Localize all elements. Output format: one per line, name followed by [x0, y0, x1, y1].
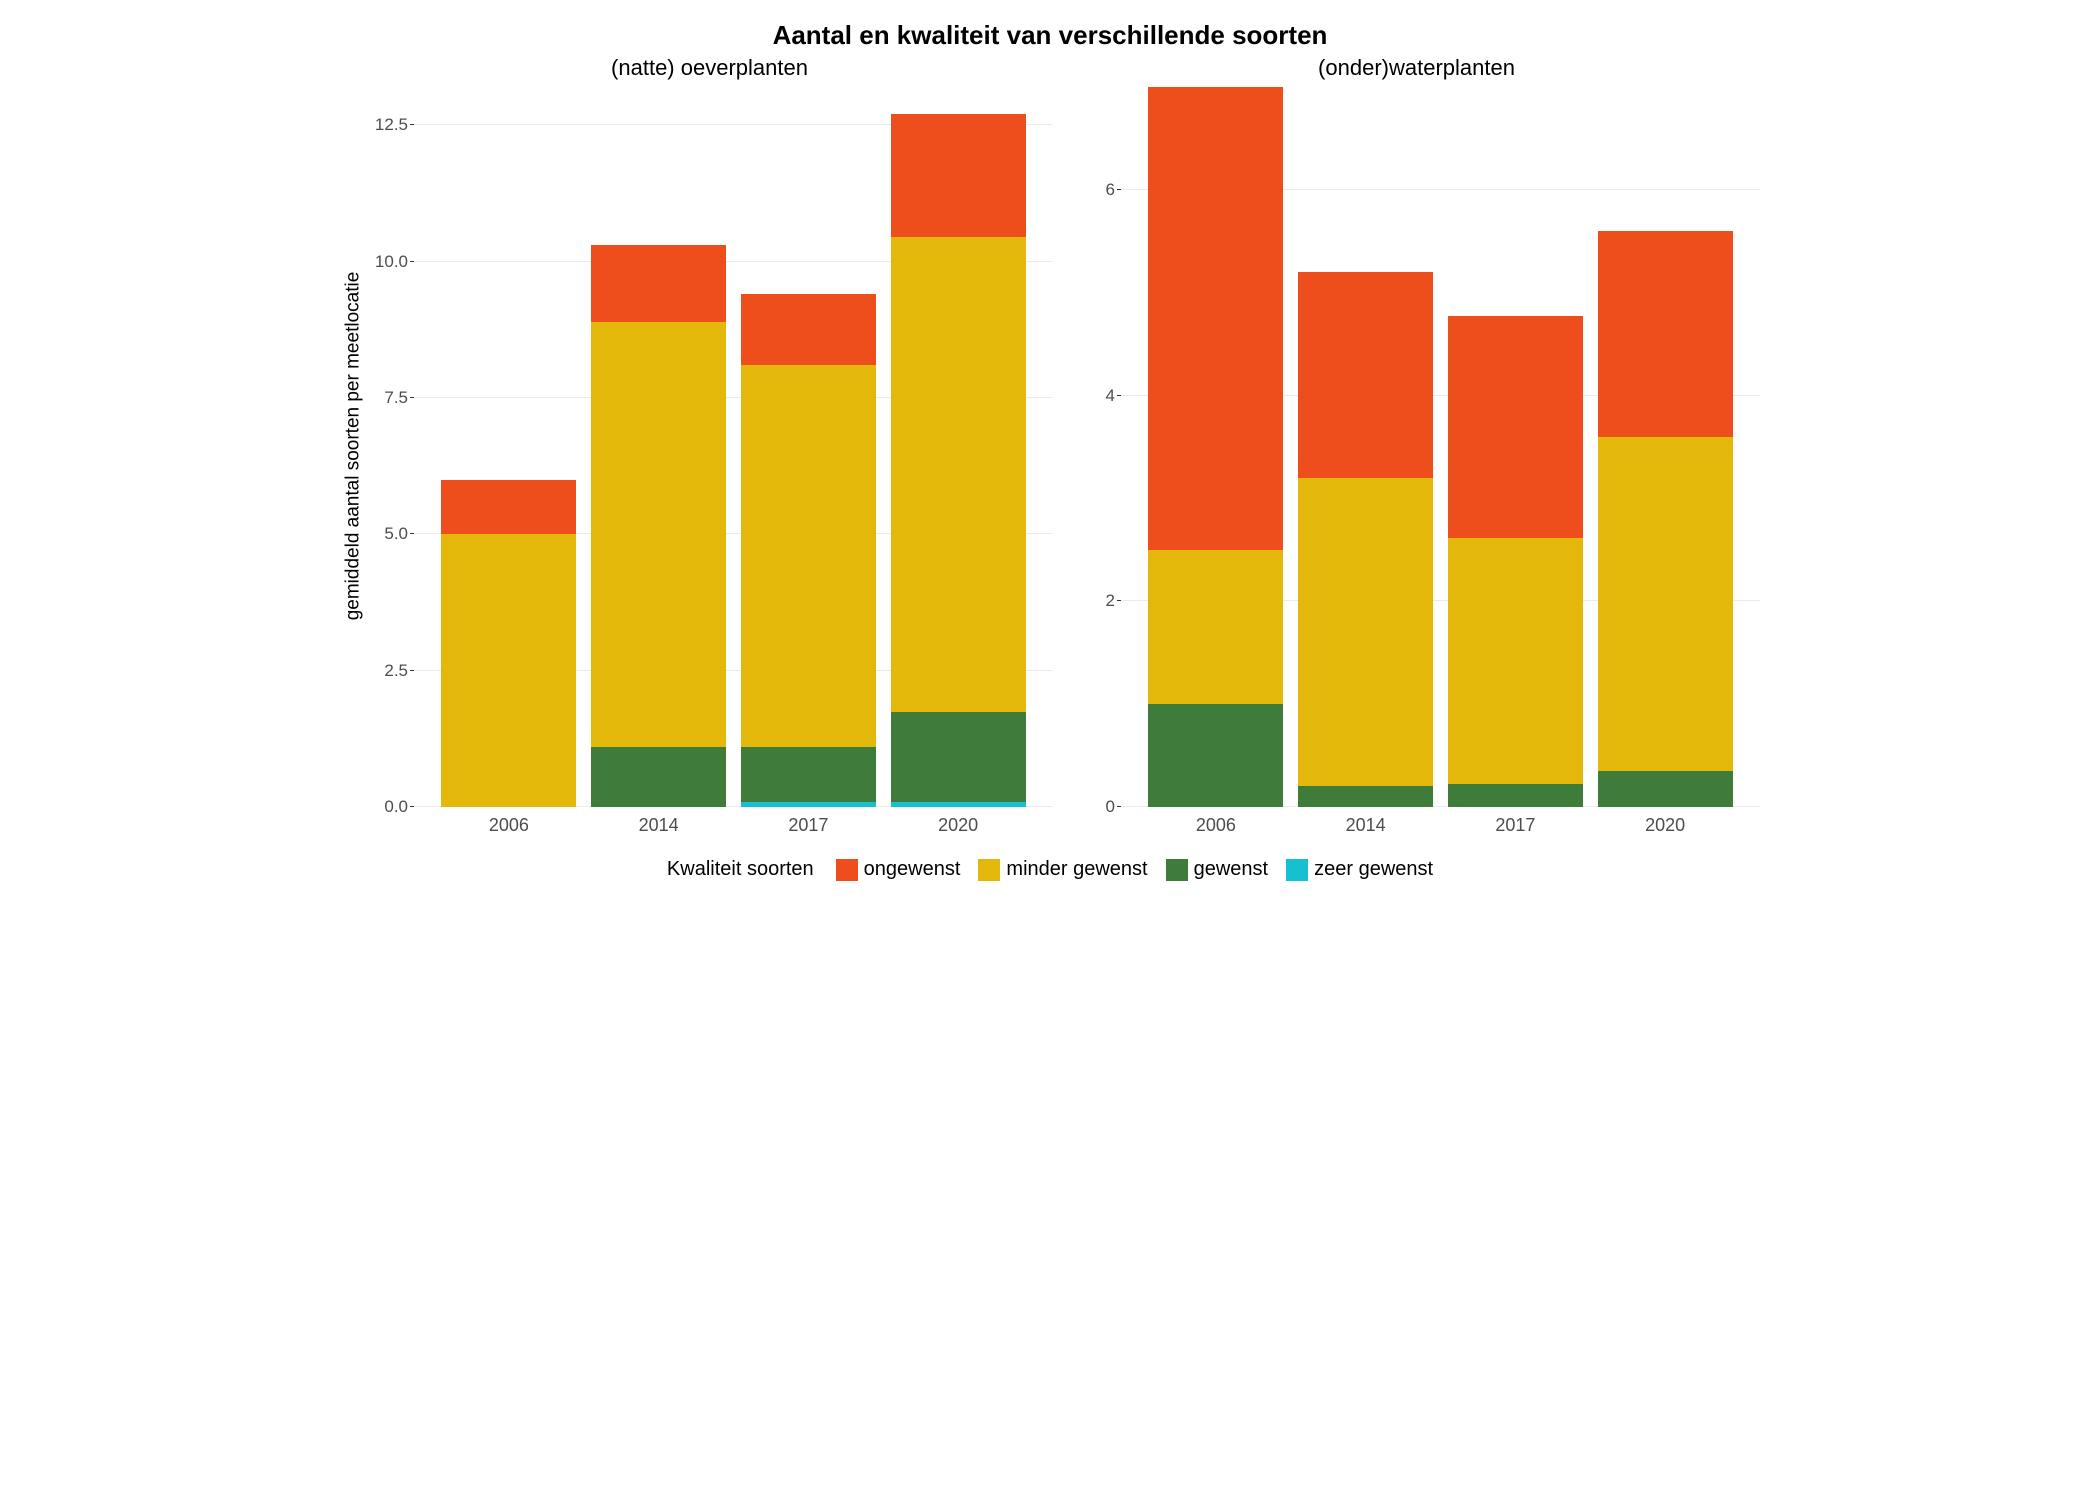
- legend-item-ongewenst: ongewenst: [836, 858, 961, 881]
- bar-slot: [1291, 87, 1441, 807]
- x-tick-label: 2020: [1590, 815, 1740, 836]
- legend-swatch-minder_gewenst: [978, 859, 1000, 881]
- legend-swatch-zeer_gewenst: [1286, 859, 1308, 881]
- legend: Kwaliteit soorten ongewenst minder gewens…: [340, 858, 1760, 881]
- y-tick-label: 4: [1106, 386, 1115, 406]
- segment-ongewenst: [1448, 316, 1583, 537]
- x-axis: 2006201420172020: [1121, 807, 1760, 836]
- x-axis: 2006201420172020: [414, 807, 1053, 836]
- bar-2014: [591, 245, 726, 807]
- segment-zeer_gewenst: [741, 802, 876, 807]
- legend-label: minder gewenst: [1006, 858, 1147, 881]
- x-tick-label: 2017: [1441, 815, 1591, 836]
- segment-gewenst: [1148, 704, 1283, 807]
- bar-2014: [1298, 272, 1433, 807]
- legend-title: Kwaliteit soorten: [667, 858, 814, 881]
- segment-minder_gewenst: [1148, 550, 1283, 704]
- segment-minder_gewenst: [591, 322, 726, 747]
- legend-label: zeer gewenst: [1314, 858, 1433, 881]
- segment-ongewenst: [741, 294, 876, 365]
- bar-slot: [584, 87, 734, 807]
- y-axis: 0246: [1073, 87, 1121, 807]
- x-tick-label: 2014: [584, 815, 734, 836]
- segment-gewenst: [1298, 786, 1433, 807]
- segment-gewenst: [891, 712, 1026, 802]
- bar-2017: [741, 294, 876, 807]
- segment-minder_gewenst: [741, 365, 876, 747]
- x-tick-label: 2006: [434, 815, 584, 836]
- plot-area: [414, 87, 1053, 807]
- bar-slot: [883, 87, 1033, 807]
- x-tick-label: 2017: [734, 815, 884, 836]
- bar-2020: [1598, 231, 1733, 807]
- segment-minder_gewenst: [891, 237, 1026, 712]
- segment-ongewenst: [1298, 272, 1433, 478]
- y-tick-label: 0.0: [384, 797, 408, 817]
- segment-minder_gewenst: [1598, 437, 1733, 771]
- segment-ongewenst: [1148, 87, 1283, 550]
- legend-label: ongewenst: [864, 858, 961, 881]
- segment-gewenst: [1448, 784, 1583, 807]
- y-tick-label: 12.5: [375, 115, 408, 135]
- x-tick-label: 2020: [883, 815, 1033, 836]
- segment-ongewenst: [891, 114, 1026, 237]
- legend-item-gewenst: gewenst: [1166, 858, 1269, 881]
- y-tick-label: 2: [1106, 591, 1115, 611]
- panel-waterplanten: (onder)waterplanten 0 2 4 6 2006201420172020: [1073, 55, 1760, 836]
- bar-2017: [1448, 316, 1583, 807]
- legend-swatch-gewenst: [1166, 859, 1188, 881]
- y-axis-label: gemiddeld aantal soorten per meetlocatie: [342, 271, 364, 620]
- segment-gewenst: [741, 747, 876, 802]
- segment-gewenst: [591, 747, 726, 807]
- bar-2006: [441, 480, 576, 807]
- legend-swatch-ongewenst: [836, 859, 858, 881]
- panels-container: (natte) oeverplanten 0.0 2.5 5.0 7.5 10.0 12.5…: [366, 55, 1760, 836]
- panel-title: (natte) oeverplanten: [366, 55, 1053, 81]
- panel-title: (onder)waterplanten: [1073, 55, 1760, 81]
- chart-row: gemiddeld aantal soorten per meetlocatie…: [340, 55, 1760, 836]
- bars-container: [414, 87, 1053, 807]
- y-tick-label: 10.0: [375, 252, 408, 272]
- segment-zeer_gewenst: [891, 802, 1026, 807]
- bar-slot: [734, 87, 884, 807]
- figure: Aantal en kwaliteit van verschillende so…: [340, 20, 1760, 881]
- plot-area: [1121, 87, 1760, 807]
- y-tick-label: 2.5: [384, 661, 408, 681]
- y-tick-label: 0: [1106, 797, 1115, 817]
- legend-item-minder_gewenst: minder gewenst: [978, 858, 1147, 881]
- y-tick-label: 7.5: [384, 388, 408, 408]
- segment-minder_gewenst: [1298, 478, 1433, 787]
- x-tick-label: 2014: [1291, 815, 1441, 836]
- x-tick-label: 2006: [1141, 815, 1291, 836]
- main-title: Aantal en kwaliteit van verschillende so…: [340, 20, 1760, 51]
- bar-slot: [434, 87, 584, 807]
- segment-minder_gewenst: [441, 534, 576, 807]
- segment-gewenst: [1598, 771, 1733, 807]
- panel-oeverplanten: (natte) oeverplanten 0.0 2.5 5.0 7.5 10.0 12.5…: [366, 55, 1053, 836]
- bar-slot: [1141, 87, 1291, 807]
- y-axis: 0.02.55.07.510.012.5: [366, 87, 414, 807]
- bar-2020: [891, 114, 1026, 807]
- legend-label: gewenst: [1194, 858, 1269, 881]
- segment-ongewenst: [591, 245, 726, 321]
- bars-container: [1121, 87, 1760, 807]
- y-tick-label: 5.0: [384, 524, 408, 544]
- ylabel-container: gemiddeld aantal soorten per meetlocatie: [340, 55, 366, 836]
- legend-item-zeer_gewenst: zeer gewenst: [1286, 858, 1433, 881]
- bar-slot: [1590, 87, 1740, 807]
- segment-minder_gewenst: [1448, 538, 1583, 785]
- bar-2006: [1148, 87, 1283, 807]
- y-tick-label: 6: [1106, 180, 1115, 200]
- segment-ongewenst: [1598, 231, 1733, 437]
- bar-slot: [1441, 87, 1591, 807]
- segment-ongewenst: [441, 480, 576, 535]
